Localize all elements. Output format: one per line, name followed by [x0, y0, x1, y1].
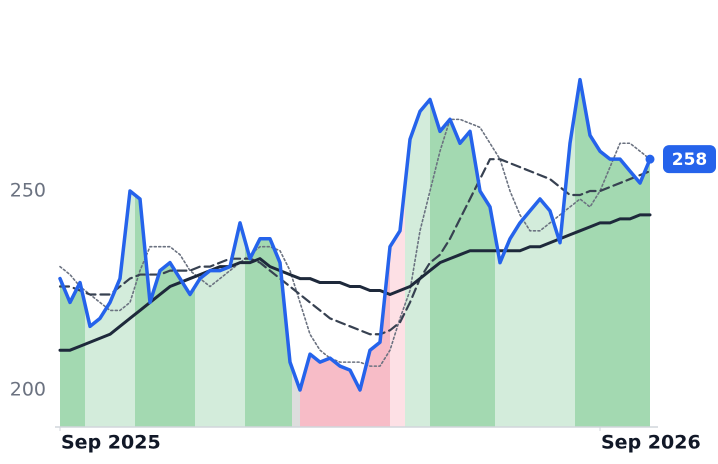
line-group — [58, 77, 652, 392]
band — [60, 79, 85, 427]
x-tick-label: Sep 2025 — [61, 432, 161, 454]
y-tick-label: 250 — [10, 180, 46, 202]
last-point — [645, 154, 655, 164]
band — [292, 79, 300, 427]
y-tick-label: 200 — [10, 378, 46, 400]
band — [405, 79, 430, 427]
band — [300, 79, 390, 427]
last-value-badge — [663, 145, 716, 174]
series-line — [58, 213, 652, 352]
band — [195, 79, 245, 427]
x-tick-label: Sep 2026 — [601, 432, 701, 454]
series-line — [58, 77, 652, 392]
band — [245, 79, 292, 427]
band — [135, 79, 195, 427]
last-value-label: 258 — [672, 150, 708, 170]
series-line — [59, 118, 651, 367]
